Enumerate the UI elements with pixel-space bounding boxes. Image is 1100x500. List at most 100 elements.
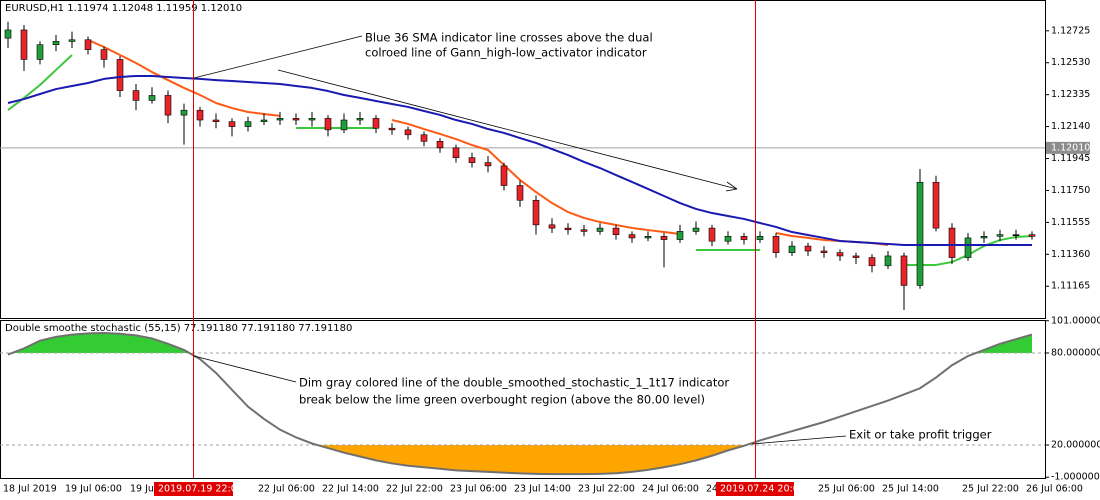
candle-body (356, 118, 364, 121)
annotation: Blue 36 SMA indicator line crosses above… (365, 31, 653, 45)
candle-body (100, 49, 108, 60)
candle-body (340, 119, 348, 131)
candle-body (308, 118, 316, 121)
candle-body (4, 29, 12, 39)
candle-body (484, 162, 492, 167)
candle-body (388, 127, 396, 131)
candle-body (564, 227, 572, 231)
time-label: 22 Jul 22:00 (386, 484, 443, 495)
overlay: EURUSD,H1 1.11974 1.12048 1.11959 1.1201… (3, 0, 1083, 496)
candle-body (260, 119, 268, 122)
candle-body (116, 59, 124, 91)
candle-body (612, 227, 620, 235)
time-label: 23 Jul 22:00 (578, 484, 635, 495)
candle-body (836, 252, 844, 257)
candle-body (372, 118, 380, 129)
indicator-panel: 101.000000 80.000000 20.000000 -1.000000 (0, 315, 1100, 483)
candle-body (212, 119, 220, 122)
marker-label-bg (154, 482, 233, 496)
candle-body (740, 235, 748, 240)
candle-body (708, 227, 716, 242)
time-label: 23 Jul 14:00 (514, 484, 571, 495)
candle-body (756, 235, 764, 240)
y-tick-label: 1.11945 (1051, 153, 1090, 164)
marker-label: 2019.07.19 22:00 (158, 484, 243, 495)
y-tick-label: 1.12725 (1051, 25, 1090, 36)
main-panel: 1.12725 1.12530 1.12335 1.12140 1.11945 1.117… (0, 21, 1090, 310)
candle-body (852, 255, 860, 258)
candle-body (644, 235, 652, 239)
time-label: 22 Jul 14:00 (322, 484, 379, 495)
candle-body (148, 95, 156, 101)
indicator-panel-frame (0, 320, 1046, 479)
candle-body (580, 229, 588, 232)
y-tick-label: 1.11360 (1051, 249, 1090, 260)
candle-body (996, 234, 1004, 237)
symbol-info: EURUSD,H1 1.11974 1.12048 1.11959 1.1201… (5, 3, 242, 14)
annotation: break below the lime green overbought re… (299, 393, 705, 407)
candle-body (52, 41, 60, 46)
candle-body (868, 257, 876, 267)
candle-body (660, 235, 668, 240)
candle-body (180, 109, 188, 116)
candle-body (36, 44, 44, 60)
candle-body (436, 141, 444, 149)
candle-body (820, 250, 828, 253)
candle-body (196, 109, 204, 121)
candle-body (68, 39, 76, 42)
annotation-arrow (193, 35, 363, 79)
candle-body (916, 181, 924, 286)
y-tick-label: 101.000000 (1051, 315, 1100, 326)
time-label: 19 Jul 06:00 (65, 484, 122, 495)
main-panel-frame (0, 0, 1046, 319)
gann_up-line (7, 54, 1033, 266)
overbought-fill (11, 333, 1032, 353)
y-tick-label: 20.000000 (1051, 440, 1100, 451)
candle-body (884, 255, 892, 267)
candle-body (1012, 234, 1020, 236)
candle-body (228, 121, 236, 127)
sma-line (7, 74, 1032, 246)
time-label: 25 Jul 14:00 (882, 484, 939, 495)
annotation: colroed line of Gann_high-low_activator … (365, 46, 647, 60)
candle-body (244, 121, 252, 127)
candle-body (516, 185, 524, 201)
candle-body (532, 199, 540, 226)
candle-body (596, 227, 604, 232)
candle-body (500, 165, 508, 186)
y-tick-label: 1.12530 (1051, 57, 1090, 68)
candle-body (932, 181, 940, 229)
candle-body (1028, 234, 1036, 237)
candle-body (724, 235, 732, 242)
candle-body (132, 90, 140, 101)
candle-body (980, 235, 988, 239)
time-label: 24 Jul 06:00 (642, 484, 699, 495)
candle-body (788, 245, 796, 253)
candle-body (548, 224, 556, 229)
candle-body (404, 129, 412, 136)
candle-body (452, 147, 460, 158)
candle-body (20, 29, 28, 60)
candle-body (772, 235, 780, 253)
candle-body (276, 118, 284, 121)
y-tick-label: 80.000000 (1051, 347, 1100, 358)
indicator-title: Double smoothe stochastic (55,15) 77.191… (5, 323, 352, 334)
stochastic-line (7, 332, 1033, 476)
current-price-label: 1.12010 (1051, 142, 1090, 153)
time-label: 25 Jul 06:00 (818, 484, 875, 495)
annotation: Dim gray colored line of the double_smoo… (299, 376, 729, 390)
candle-body (164, 95, 172, 116)
candle-body (84, 39, 92, 50)
y-tick-label: 1.11555 (1051, 217, 1090, 228)
annotation: Exit or take profit trigger (849, 428, 992, 442)
y-tick-label: 1.12140 (1051, 121, 1090, 132)
time-label: 25 Jul 22:00 (962, 484, 1019, 495)
candle-body (964, 237, 972, 258)
candle-body (804, 245, 812, 252)
candle-body (948, 227, 956, 258)
candle-body (692, 227, 700, 232)
time-label: 22 Jul 06:00 (258, 484, 315, 495)
trend-arrow (277, 69, 738, 190)
